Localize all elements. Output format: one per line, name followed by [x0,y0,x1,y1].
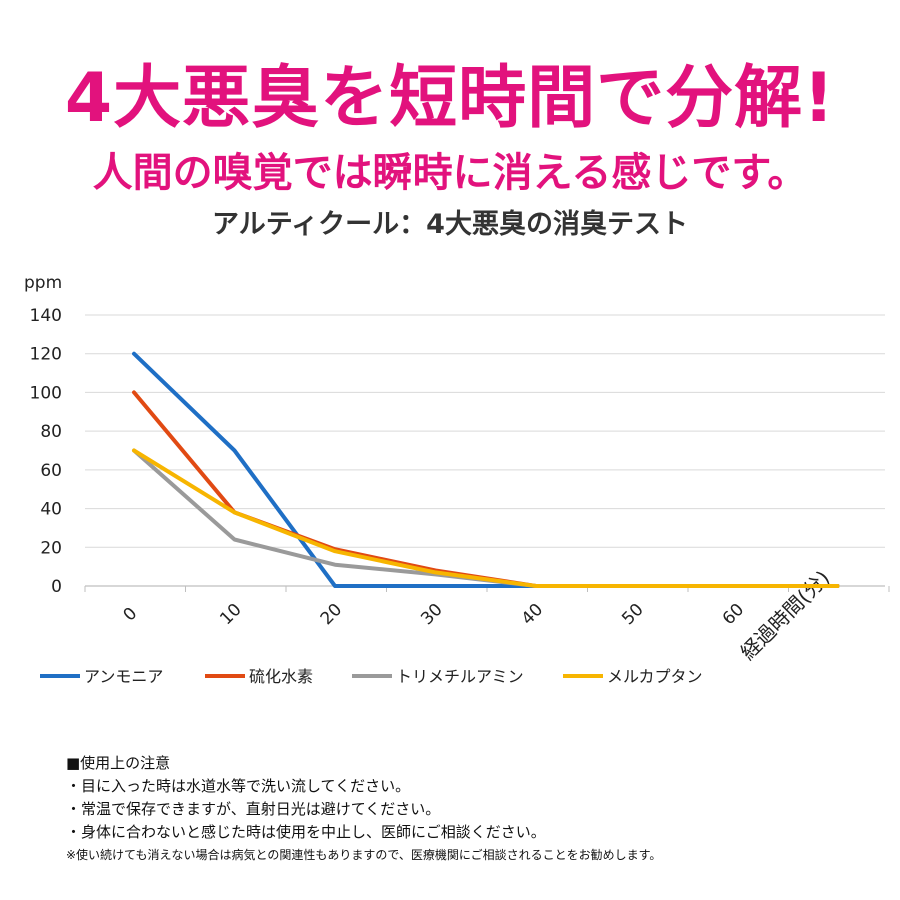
x-tick-label: 50 [618,600,647,629]
headline-main: 4大悪臭を短時間で分解! [64,59,836,138]
y-axis-label: ppm [24,273,62,293]
series-line-2 [132,390,840,588]
y-tick-label: 20 [40,538,62,558]
series [132,351,840,588]
notes-footnote: ※使い続けても消えない場合は病気との関連性もありますので、医療機関にご相談される… [66,848,662,862]
series-line-3 [132,448,840,588]
x-tick-label: 60 [719,600,748,629]
x-tick-label: 10 [216,600,245,629]
notes-heading: ■使用上の注意 [66,754,171,772]
y-tick-label: 140 [30,306,62,326]
headline-sub: 人間の嗅覚では瞬時に消える感じです。 [92,150,808,196]
legend-label: トリメチルアミン [396,667,524,686]
x-axis-title: 経過時間(分) [736,566,835,665]
y-tick-label: 40 [40,500,62,520]
chart-title: アルティクール：4大悪臭の消臭テスト [212,209,688,240]
note-item: ・常温で保存できますが、直射日光は避けてください。 [66,800,441,818]
note-item: ・身体に合わないと感じた時は使用を中止し、医師にご相談ください。 [66,823,546,841]
x-tick-label: 30 [417,600,446,629]
legend-label: 硫化水素 [249,667,313,686]
note-item: ・目に入った時は水道水等で洗い流してください。 [66,777,411,795]
usage-notes: ■使用上の注意 ・目に入った時は水道水等で洗い流してください。 ・常温で保存でき… [66,752,886,867]
y-tick-label: 0 [51,577,62,597]
x-tick-label: 0 [120,604,142,626]
y-tick-label: 100 [30,383,62,403]
y-tick-label: 80 [40,422,62,442]
legend-label: メルカプタン [607,667,703,686]
legend: アンモニア 硫化水素 トリメチルアミン メルカプタン [40,667,703,686]
y-tick-label: 60 [40,461,62,481]
legend-label: アンモニア [84,667,163,686]
x-tick-label: 20 [317,600,346,629]
y-tick-label: 120 [30,345,62,365]
x-tick-label: 40 [518,600,547,629]
grid [85,314,885,548]
series-line-4 [132,448,840,588]
